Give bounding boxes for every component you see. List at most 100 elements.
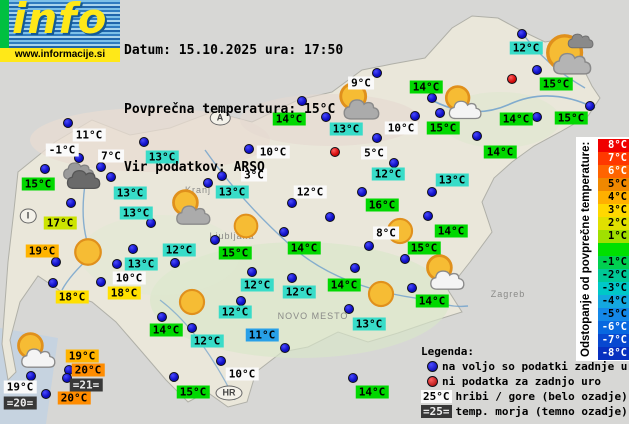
road-sign-a: A (209, 110, 231, 126)
temperature-label: 20°C (57, 391, 91, 405)
temperature-label: 15°C (21, 177, 55, 191)
legend-item: 25°C hribi / gore (belo ozadje) (421, 389, 629, 404)
station-dot (187, 323, 197, 333)
temperature-label: 10°C (256, 145, 290, 159)
station-dot (40, 164, 50, 174)
temperature-label: 12°C (240, 278, 274, 292)
legend-white-sample: 25°C (421, 390, 452, 403)
temperature-label: 14°C (434, 224, 468, 238)
station-dot (297, 96, 307, 106)
legend: Legenda: na voljo so podatki zadnje ure n… (421, 344, 629, 419)
station-dot (139, 137, 149, 147)
temperature-label: 13°C (113, 186, 147, 200)
station-dot (532, 112, 542, 122)
temperature-label: =21= (69, 378, 103, 392)
station-dot (210, 235, 220, 245)
station-dot (48, 278, 58, 288)
scale-entry: 4°C (598, 191, 629, 204)
scale-entry: 1°C (598, 230, 629, 243)
scale-entry: 2°C (598, 217, 629, 230)
temperature-label: 19°C (3, 380, 37, 394)
temperature-label: 5°C (361, 146, 387, 160)
temperature-label: 14°C (409, 80, 443, 94)
station-dot (203, 178, 213, 188)
city-label: Zagreb (490, 289, 526, 299)
station-dot (280, 343, 290, 353)
station-dot (410, 111, 420, 121)
legend-items: na voljo so podatki zadnje ure ni podatka… (421, 359, 629, 419)
sun-cloud-light-icon (441, 83, 483, 125)
station-dot (517, 29, 527, 39)
station-dot (400, 254, 410, 264)
scale-entry (598, 243, 629, 256)
legend-item: na voljo so podatki zadnje ure (421, 359, 629, 374)
temperature-label: 13°C (119, 206, 153, 220)
temperature-label: 18°C (107, 286, 141, 300)
station-dot (217, 171, 227, 181)
station-dot (51, 257, 61, 267)
temperature-label: 14°C (355, 385, 389, 399)
temperature-label: 8°C (373, 226, 399, 240)
temperature-label: 14°C (149, 323, 183, 337)
temperature-label: 15°C (407, 241, 441, 255)
temperature-label: 19°C (25, 244, 59, 258)
site-logo[interactable]: info www.informacije.si (0, 0, 120, 62)
scale-entry: -2°C (598, 269, 629, 282)
station-dot (532, 65, 542, 75)
scale-entry: -8°C (598, 347, 629, 360)
legend-item-text: temp. morja (temno ozadje) (455, 405, 628, 418)
temperature-label: 12°C (293, 185, 327, 199)
station-dot (63, 118, 73, 128)
sun-icon (230, 210, 262, 242)
station-dot (96, 277, 106, 287)
temperature-label: 16°C (365, 198, 399, 212)
temperature-label: 15°C (176, 385, 210, 399)
station-dot (170, 258, 180, 268)
station-dot (585, 101, 595, 111)
scale-entry: -4°C (598, 295, 629, 308)
temperature-label: 19°C (65, 349, 99, 363)
city-label: Ljubljana (209, 231, 255, 241)
station-dot (247, 267, 257, 277)
station-dot (427, 93, 437, 103)
road-sign-hr: HR (215, 385, 243, 401)
temperature-label: 20°C (71, 363, 105, 377)
city-label: NOVO MESTO (277, 311, 349, 321)
sun-clouds-icon (541, 29, 595, 83)
station-dot (372, 133, 382, 143)
station-dot (287, 273, 297, 283)
sun-icon (175, 285, 209, 319)
station-dot (244, 144, 254, 154)
station-dot (364, 241, 374, 251)
station-dot (26, 371, 36, 381)
station-dot (169, 372, 179, 382)
sun-cloud-icon (335, 80, 381, 126)
logo-green-stripe (0, 0, 9, 48)
header-source-line: Vir podatkov: ARSO (124, 160, 265, 175)
temperature-label: 7°C (98, 149, 124, 163)
station-dot (106, 172, 116, 182)
station-dot (427, 187, 437, 197)
scale-entry: -1°C (598, 256, 629, 269)
temperature-label: 11°C (245, 328, 279, 342)
road-sign-i: I (19, 208, 37, 224)
temperature-label: 12°C (162, 243, 196, 257)
station-dot (112, 259, 122, 269)
legend-item-text: na voljo so podatki zadnje ure (442, 360, 629, 373)
scale-entry: 5°C (598, 178, 629, 191)
temperature-label: 12°C (218, 305, 252, 319)
station-dot (350, 263, 360, 273)
temperature-label: 15°C (218, 246, 252, 260)
temperature-label: 10°C (384, 121, 418, 135)
station-dot-no-data (507, 74, 517, 84)
temperature-label: 13°C (145, 150, 179, 164)
temperature-label: 15°C (554, 111, 588, 125)
logo-site-url[interactable]: www.informacije.si (0, 48, 120, 62)
scale-entry: 8°C (598, 139, 629, 152)
station-dot (287, 198, 297, 208)
temperature-label: 13°C (329, 122, 363, 136)
temperature-label: 14°C (272, 112, 306, 126)
sun-cloud-icon (168, 187, 212, 231)
